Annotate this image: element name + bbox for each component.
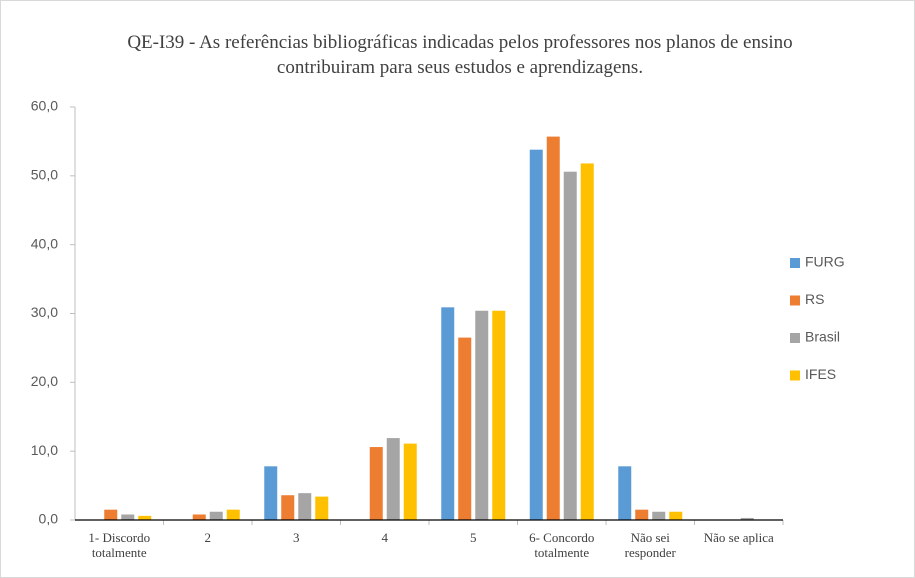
bar xyxy=(192,514,206,520)
legend-swatch xyxy=(790,295,800,306)
x-tick-label: 6- Concordo totalmente xyxy=(529,530,595,560)
bar xyxy=(369,447,383,520)
legend-swatch xyxy=(790,370,800,381)
bar xyxy=(475,310,489,520)
x-tick-label: 2 xyxy=(204,530,212,545)
legend-swatch xyxy=(790,333,800,343)
x-tick-label: Não se aplica xyxy=(703,530,774,545)
bar xyxy=(669,511,683,520)
y-tick-label: 10,0 xyxy=(31,442,58,458)
bar xyxy=(264,466,278,520)
bar xyxy=(315,496,329,520)
legend-label: FURG xyxy=(805,254,845,270)
bar xyxy=(298,493,312,520)
bar xyxy=(492,310,506,520)
legend-label: Brasil xyxy=(805,329,840,345)
legend-swatch xyxy=(790,258,800,268)
bar xyxy=(226,509,240,520)
y-tick-label: 60,0 xyxy=(31,98,58,114)
bar xyxy=(618,466,632,520)
bar xyxy=(403,443,417,520)
x-tick-label: 5 xyxy=(470,530,477,545)
bar xyxy=(441,307,455,520)
bar xyxy=(458,337,472,520)
bar xyxy=(529,149,543,520)
bar xyxy=(386,438,400,520)
y-tick-label: 40,0 xyxy=(31,235,58,251)
y-tick-label: 20,0 xyxy=(31,373,58,389)
legend-label: RS xyxy=(805,291,824,307)
bar xyxy=(580,163,594,520)
bar xyxy=(652,511,666,520)
bar xyxy=(740,517,754,520)
y-tick-label: 0,0 xyxy=(39,511,59,527)
bar xyxy=(209,511,223,520)
x-tick-label: 3 xyxy=(293,530,300,545)
bar xyxy=(563,171,577,520)
bar xyxy=(121,514,135,520)
bar xyxy=(138,515,152,520)
legend-label: IFES xyxy=(805,366,836,382)
bar xyxy=(635,509,649,520)
chart-title: QE-I39 - As referências bibliográficas i… xyxy=(127,32,793,78)
x-tick-label: 1- Discordo totalmente xyxy=(88,530,151,560)
bar xyxy=(546,136,560,520)
y-tick-label: 50,0 xyxy=(31,167,58,183)
x-tick-label: Não sei responder xyxy=(624,530,676,560)
y-tick-label: 30,0 xyxy=(31,304,58,320)
bar xyxy=(281,495,295,520)
x-tick-label: 4 xyxy=(381,530,389,545)
bar xyxy=(104,509,118,520)
